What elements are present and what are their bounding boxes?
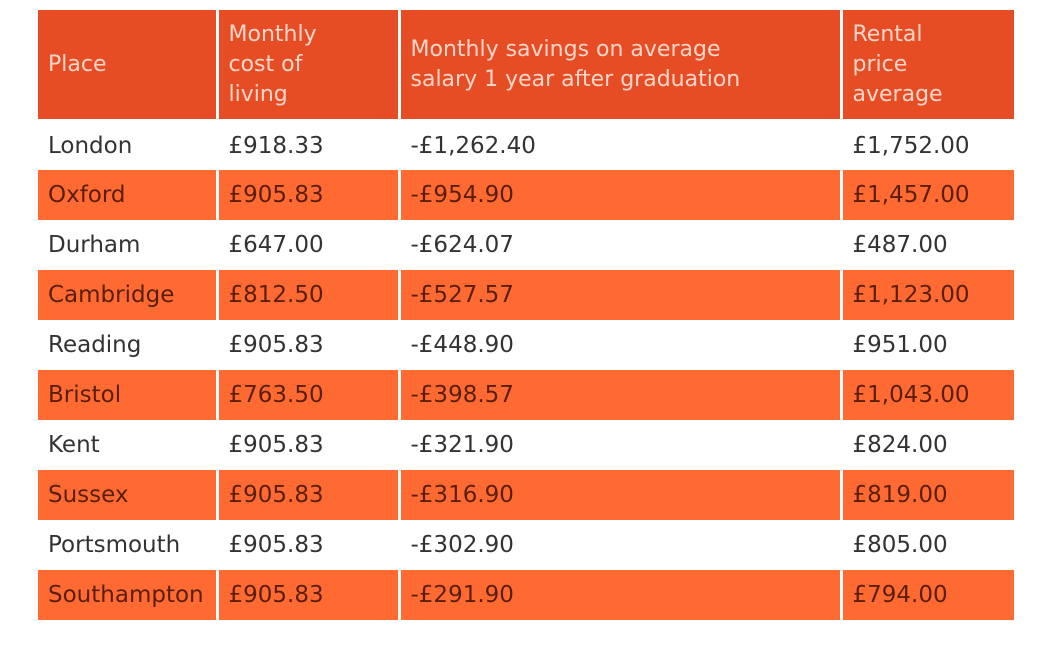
cell-monthly-savings: -£302.90 <box>399 520 843 570</box>
cell-place: Reading <box>38 320 219 370</box>
header-monthly-cost: Monthly cost of living <box>217 10 401 120</box>
cell-place: Oxford <box>38 170 219 220</box>
table-row: Cambridge £812.50 -£527.57 £1,123.00 <box>38 270 1014 320</box>
table-row: Oxford £905.83 -£954.90 £1,457.00 <box>38 170 1014 220</box>
cell-rental-price: £1,752.00 <box>841 119 1014 170</box>
cell-monthly-cost: £905.83 <box>217 470 401 520</box>
cell-place: Sussex <box>38 470 219 520</box>
cell-rental-price: £487.00 <box>841 220 1014 270</box>
cell-monthly-cost: £918.33 <box>217 119 401 170</box>
cell-monthly-cost: £905.83 <box>217 570 401 620</box>
cell-place: Southampton <box>38 570 219 620</box>
cell-rental-price: £1,123.00 <box>841 270 1014 320</box>
table-row: Durham £647.00 -£624.07 £487.00 <box>38 220 1014 270</box>
cell-monthly-cost: £905.83 <box>217 170 401 220</box>
cell-rental-price: £819.00 <box>841 470 1014 520</box>
cell-place: Durham <box>38 220 219 270</box>
cell-monthly-cost: £905.83 <box>217 320 401 370</box>
table-row: Reading £905.83 -£448.90 £951.00 <box>38 320 1014 370</box>
cell-rental-price: £1,457.00 <box>841 170 1014 220</box>
table-row: Southampton £905.83 -£291.90 £794.00 <box>38 570 1014 620</box>
cell-rental-price: £794.00 <box>841 570 1014 620</box>
cell-monthly-cost: £905.83 <box>217 520 401 570</box>
table-row: London £918.33 -£1,262.40 £1,752.00 <box>38 119 1014 170</box>
cell-monthly-savings: -£291.90 <box>399 570 843 620</box>
cell-rental-price: £824.00 <box>841 420 1014 470</box>
data-table: Place Monthly cost of living Monthly sav… <box>38 10 1014 620</box>
cell-monthly-savings: -£1,262.40 <box>399 119 843 170</box>
table-row: Bristol £763.50 -£398.57 £1,043.00 <box>38 370 1014 420</box>
cell-monthly-savings: -£316.90 <box>399 470 843 520</box>
cell-place: London <box>38 119 219 170</box>
header-row: Place Monthly cost of living Monthly sav… <box>38 10 1014 120</box>
header-monthly-savings: Monthly savings on average salary 1 year… <box>399 10 843 120</box>
cell-monthly-cost: £763.50 <box>217 370 401 420</box>
table-row: Portsmouth £905.83 -£302.90 £805.00 <box>38 520 1014 570</box>
cell-monthly-savings: -£448.90 <box>399 320 843 370</box>
cell-monthly-savings: -£954.90 <box>399 170 843 220</box>
cell-rental-price: £805.00 <box>841 520 1014 570</box>
cell-monthly-cost: £905.83 <box>217 420 401 470</box>
cell-monthly-cost: £812.50 <box>217 270 401 320</box>
data-table-container: Place Monthly cost of living Monthly sav… <box>38 10 1014 620</box>
cell-monthly-savings: -£321.90 <box>399 420 843 470</box>
cell-monthly-savings: -£398.57 <box>399 370 843 420</box>
table-header: Place Monthly cost of living Monthly sav… <box>38 10 1014 120</box>
cell-monthly-savings: -£624.07 <box>399 220 843 270</box>
cell-place: Bristol <box>38 370 219 420</box>
table-body: London £918.33 -£1,262.40 £1,752.00 Oxfo… <box>38 119 1014 620</box>
cell-place: Portsmouth <box>38 520 219 570</box>
header-place: Place <box>38 10 219 120</box>
cell-rental-price: £951.00 <box>841 320 1014 370</box>
cell-place: Kent <box>38 420 219 470</box>
header-rental-price: Rental price average <box>841 10 1014 120</box>
table-row: Kent £905.83 -£321.90 £824.00 <box>38 420 1014 470</box>
table-row: Sussex £905.83 -£316.90 £819.00 <box>38 470 1014 520</box>
cell-monthly-savings: -£527.57 <box>399 270 843 320</box>
cell-monthly-cost: £647.00 <box>217 220 401 270</box>
cell-rental-price: £1,043.00 <box>841 370 1014 420</box>
cell-place: Cambridge <box>38 270 219 320</box>
